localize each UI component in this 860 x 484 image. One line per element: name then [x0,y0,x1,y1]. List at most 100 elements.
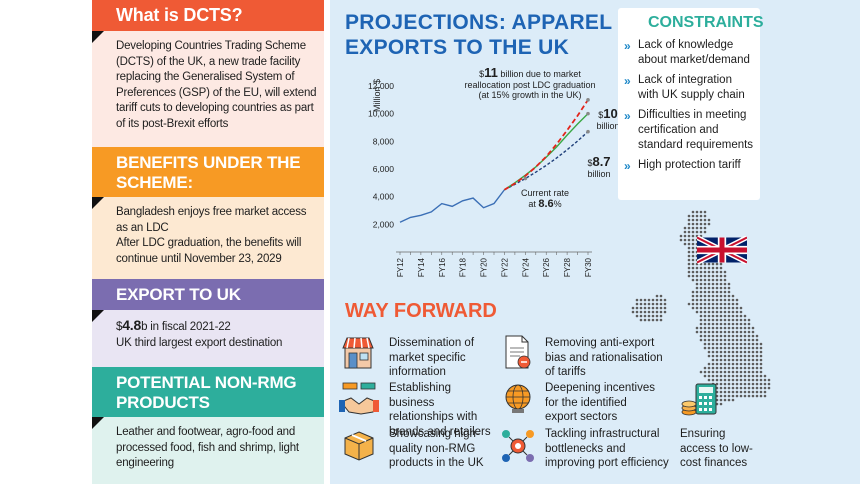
gears-network-icon [502,430,534,462]
way-forward-item-infrastructure: Tackling infrastructural bottlenecks and… [545,428,669,469]
annotation-11-currency: $ [479,69,485,79]
export-amount-value: 4.8 [122,317,142,333]
dcts-heading: What is DCTS? [92,0,324,31]
dcts-body: Developing Countries Trading Scheme (DCT… [92,31,324,147]
annotation-10-currency: $ [598,110,604,120]
export-corner-mark [92,310,104,322]
export-body: $4.8b in fiscal 2021-22 UK third largest… [92,310,324,367]
annotation-8-7-value: 8.7 [592,154,611,169]
storefront-icon [342,337,374,369]
export-title: EXPORT TO UK [116,285,241,304]
y-tick-label: 4,000 [373,192,395,202]
annotation-11-billion: $11 billion due to market reallocation p… [455,65,605,101]
constraint-item: » Difficulties in meeting certification a… [624,108,754,153]
series-line-current-rate-8-6- [504,131,589,191]
constraint-text: High protection tariff [638,159,741,171]
constraints-box: CONSTRAINTS » Lack of knowledge about mar… [618,8,764,200]
constraint-item: » Lack of knowledge about market/demand [624,38,754,68]
export-amount-line: $4.8b in fiscal 2021-22 [116,317,318,336]
uk-flag-icon [697,236,747,264]
chart-lines [399,98,590,223]
x-tick-label: FY14 [417,257,426,277]
x-tick-label: FY12 [396,257,405,277]
way-forward-title: WAY FORWARD [345,300,497,322]
y-tick-label: 10,000 [368,109,394,119]
globe-icon [505,384,531,413]
double-chevron-icon: » [624,39,631,53]
x-tick-label: FY26 [542,257,551,277]
benefits-heading: BENEFITS UNDER THE SCHEME: [92,147,324,197]
dcts-text: Developing Countries Trading Scheme (DCT… [116,40,317,130]
double-chevron-icon: » [624,109,631,123]
benefits-line-1: Bangladesh enjoys free market access as … [116,206,307,234]
export-line-2: UK third largest export destination [116,336,283,349]
document-icon [505,335,531,369]
y-tick-label: 12,000 [368,81,394,91]
benefits-title: BENEFITS UNDER THE SCHEME: [116,153,301,192]
annotation-11-line-1: $11 billion due to market [455,65,605,80]
constraint-text: Lack of knowledge about market/demand [638,39,750,66]
nonrmg-heading: POTENTIAL NON-RMG PRODUCTS [92,367,324,417]
double-chevron-icon: » [624,74,631,88]
constraint-text: Lack of integration with UK supply chain [638,74,745,101]
way-forward-item-finance: Ensuring access to low-cost finances [680,428,753,469]
annotation-8-7-unit: billion [587,168,611,179]
way-forward-item-dissemination: Dissemination of market specific informa… [389,337,475,378]
x-tick-label: FY20 [480,257,489,277]
annotation-10-value: 10 [603,106,618,121]
annotation-10-unit: billion [596,120,620,131]
handshake-icon [339,382,379,415]
way-forward-item-business-relationships: Establishing business relationships with… [389,382,491,438]
nonrmg-text: Leather and footwear, agro-food and proc… [116,426,299,469]
package-box-icon [344,431,374,461]
export-amount-currency: $ [116,321,123,333]
export-amount-suffix: b in fiscal 2021-22 [141,321,231,333]
series-endpoint-dot [586,129,590,134]
annotation-rate-line-2: at 8.6% [515,197,575,210]
annotation-11-value: 11 [484,65,498,80]
x-axis: FY12 FY14 FY16 FY18 FY20 FY22 FY24 FY26 FY28 FY30 [396,251,593,277]
dcts-title: What is DCTS? [116,5,243,25]
constraints-title: CONSTRAINTS [648,14,764,31]
annotation-8-7-billion: $8.7 billion [584,154,614,179]
x-tick-label: FY24 [521,257,530,277]
x-tick-label: FY18 [459,257,468,277]
annotation-current-rate: Current rate at 8.6% [515,188,575,209]
way-forward-item-incentives: Deepening incentives for the identified … [545,382,655,423]
projection-title: PROJECTIONS: APPAREL EXPORTS TO THE UK [345,11,612,59]
x-tick-label: FY28 [563,257,572,277]
annotation-rate-prefix: at [528,198,539,209]
x-tick-label: FY16 [438,257,447,277]
y-tick-label: 2,000 [373,219,395,229]
annotation-11-line-2: reallocation post LDC graduation [464,79,596,90]
x-tick-label: FY22 [500,257,509,277]
export-heading: EXPORT TO UK [92,279,324,310]
benefits-corner-mark [92,197,104,209]
constraint-text: Difficulties in meeting certification an… [638,109,754,151]
annotation-8-7-currency: $ [587,158,593,168]
y-tick-label: 8,000 [373,136,395,146]
x-tick-label: FY30 [584,257,593,277]
y-axis-label: Million $ [372,79,382,112]
constraint-item: » High protection tariff [624,158,754,173]
annotation-rate-line-1: Current rate [520,188,570,198]
rate-callout-dot [523,176,528,181]
way-forward-item-anti-export: Removing anti-export bias and rationalis… [545,337,663,378]
annotation-rate-suffix: % [553,198,562,209]
nonrmg-body: Leather and footwear, agro-food and proc… [92,417,324,484]
series-line-green [504,113,589,191]
main-panel [330,0,860,484]
annotation-rate-value: 8.6 [538,197,554,210]
annotation-10-value-line: $10 [592,106,624,121]
nonrmg-corner-mark [92,417,104,429]
benefits-body: Bangladesh enjoys free market access as … [92,197,324,279]
constraint-item: » Lack of integration with UK supply chai… [624,73,754,103]
y-axis: 2,000 4,000 6,000 8,000 10,000 12,000 [368,81,394,229]
calculator-coins-icon [681,383,717,416]
annotation-11-line-3: (at 15% growth in the UK) [478,90,582,100]
annotation-8-7-value-line: $8.7 [584,154,614,169]
y-tick-label: 6,000 [373,164,395,174]
double-chevron-icon: » [624,159,631,173]
benefits-line-2: After LDC graduation, the benefits will … [116,237,302,265]
